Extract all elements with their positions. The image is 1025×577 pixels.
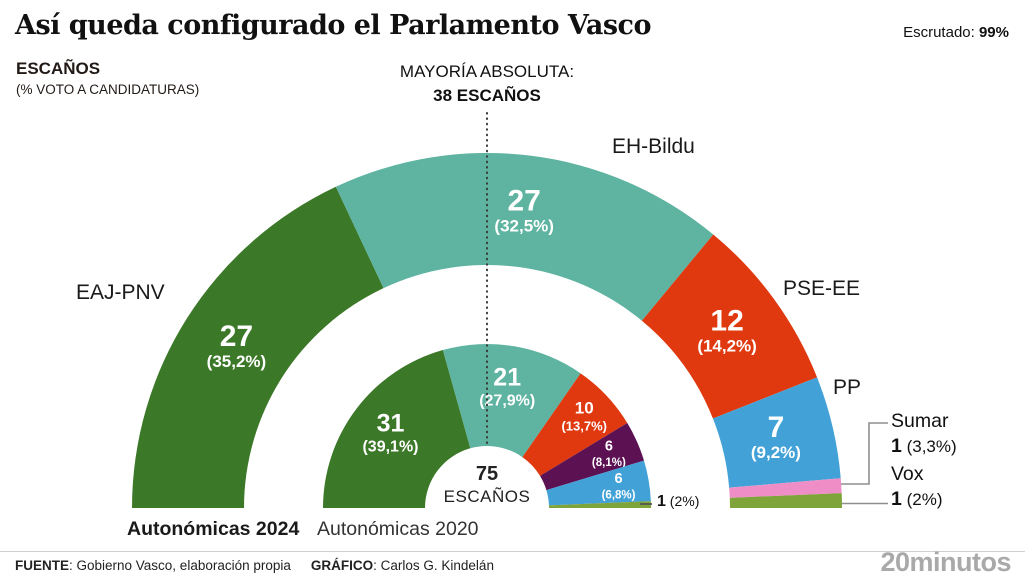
sumar-callout-line [841, 422, 888, 485]
chart-center-total: 75 ESCAÑOS [407, 463, 567, 507]
segment-value-label: 6 [605, 439, 613, 455]
inner-ring-last-segment-callout: 1 (2%) [657, 493, 699, 511]
segment-value-label: (13,7%) [561, 419, 607, 434]
scrutiny-value: 99% [978, 24, 1009, 41]
vox-seats: 1 [891, 488, 902, 510]
chart-units-legend: ESCAÑOS (% VOTO A CANDIDATURAS) [16, 59, 199, 97]
party-label-eaj-pnv: EAJ-PNV [76, 281, 165, 304]
rings-layer: 27(35,2%)27(32,5%)12(14,2%)7(9,2%)31(39,… [132, 153, 842, 509]
sumar-seats: 1 [891, 435, 902, 457]
segment-value-label: 12 [710, 305, 743, 338]
credit-label: GRÁFICO [310, 558, 374, 573]
ring-2020-seg-3 [540, 423, 645, 491]
ring-2024-pse-ee [641, 234, 818, 419]
ring-2024-pp [712, 377, 841, 488]
brand-logo: 20minutos [880, 547, 1011, 577]
segment-value-label: 27 [508, 185, 541, 218]
ring-2020-seg-2 [522, 373, 628, 476]
ring-2024-sumar [729, 478, 842, 498]
segment-value-label: 31 [377, 410, 405, 438]
party-label-eh-bildu: EH-Bildu [612, 135, 695, 158]
scrutiny-status: Escrutado: 99% [903, 24, 1009, 41]
segment-value-label: (35,2%) [207, 352, 267, 371]
ring-2020-seg-1 [442, 344, 581, 458]
sumar-pct: (3,3%) [906, 437, 957, 456]
total-seats-label: ESCAÑOS [443, 487, 531, 506]
ring-2020-seg-4 [546, 460, 651, 506]
party-label-pse-ee: PSE-EE [783, 277, 861, 300]
ring-label-2020: Autonómicas 2020 [317, 518, 479, 540]
units-title: ESCAÑOS [16, 59, 101, 78]
party-label-pp: PP [833, 376, 862, 399]
total-seats-value: 75 [475, 463, 499, 485]
vox-name: Vox [891, 463, 924, 485]
ring-2024-vox [729, 493, 842, 508]
majority-label: MAYORÍA ABSOLUTA: [399, 62, 575, 81]
segment-value-label: 7 [768, 411, 785, 444]
page-title: Así queda configurado el Parlamento Vasc… [15, 10, 652, 41]
segment-value-label: (8,1%) [592, 457, 626, 469]
ring-label-2024: Autonómicas 2024 [127, 518, 300, 540]
segment-value-label: 10 [575, 399, 594, 418]
sumar-name: Sumar [891, 410, 949, 432]
segment-value-label: (39,1%) [362, 439, 418, 456]
credit-text: : Carlos G. Kindelán [373, 558, 494, 573]
segment-value-label: (6,8%) [602, 489, 636, 501]
segment-value-label: (27,9%) [479, 393, 535, 410]
units-subtitle: (% VOTO A CANDIDATURAS) [16, 82, 200, 97]
vox-callout: Vox 1 (2%) [891, 463, 943, 511]
ring-2024-eh-bildu [335, 153, 714, 321]
majority-value: 38 ESCAÑOS [433, 85, 541, 105]
segment-value-label: (9,2%) [751, 443, 801, 462]
segment-value-label: 27 [220, 320, 253, 353]
majority-annotation: MAYORÍA ABSOLUTA: 38 ESCAÑOS [400, 60, 574, 108]
footer-credits: FUENTE: Gobierno Vasco, elaboración prop… [15, 558, 494, 573]
inner-callout-pct: (2%) [669, 493, 700, 509]
footer-divider [0, 551, 1025, 552]
sumar-callout: Sumar 1 (3,3%) [891, 410, 957, 458]
chart-annotations [486, 112, 888, 505]
ring-2024-eaj-pnv [132, 186, 384, 509]
segment-value-label: 6 [614, 471, 622, 487]
inner-callout-seats: 1 [657, 493, 666, 510]
segment-value-label: 21 [493, 364, 521, 392]
scrutiny-label: Escrutado: [903, 24, 979, 41]
vox-pct: (2%) [906, 490, 943, 509]
source-label: FUENTE [15, 558, 69, 573]
source-text: : Gobierno Vasco, elaboración propia [69, 558, 291, 573]
ring-2020-seg-0 [323, 350, 471, 508]
ring-2020-seg-5 [548, 501, 651, 508]
segment-value-label: (32,5%) [494, 217, 554, 236]
segment-value-label: (14,2%) [697, 337, 757, 356]
